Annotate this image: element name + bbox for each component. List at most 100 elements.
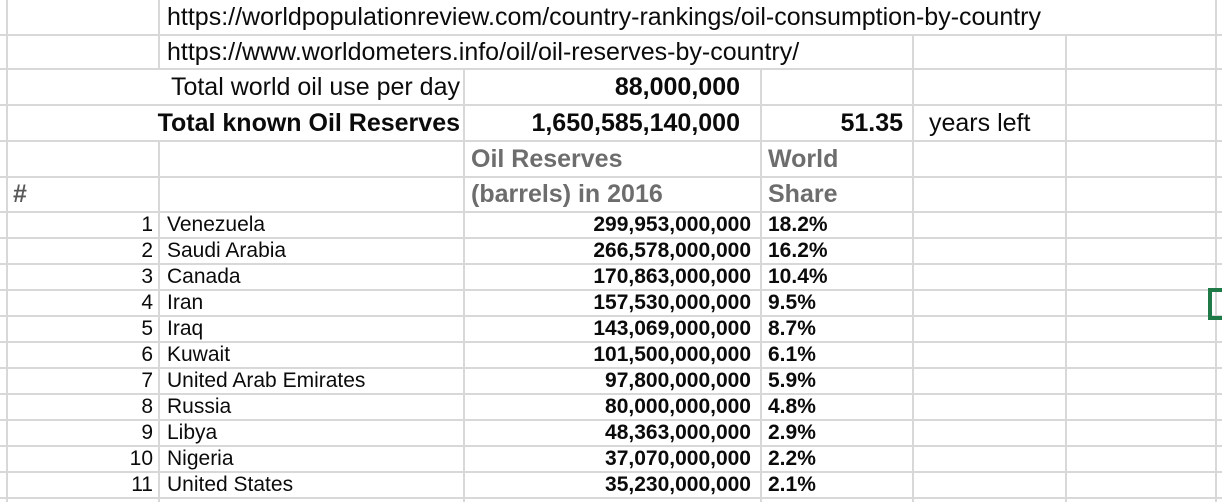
empty-cell[interactable] [914,178,1067,213]
empty-cell[interactable] [1067,265,1217,291]
empty-cell[interactable] [1067,178,1217,213]
cell-rank[interactable]: 6 [8,343,160,369]
empty-cell[interactable] [0,265,8,291]
empty-cell[interactable] [1067,291,1217,317]
cell-rank[interactable]: 4 [8,291,160,317]
cell-years-left-label[interactable]: years left [914,106,1067,142]
empty-cell[interactable] [1067,421,1217,447]
empty-cell[interactable] [0,317,8,343]
cell-country[interactable]: Iran [160,291,465,317]
empty-cell[interactable] [1067,369,1217,395]
cell-share[interactable]: 2.9% [762,421,914,447]
empty-cell[interactable] [914,70,1067,106]
cell-reserves[interactable]: 101,500,000,000 [465,343,762,369]
empty-cell[interactable] [160,499,465,502]
empty-cell[interactable] [914,213,1067,239]
cell-oil-use-label[interactable]: Total world oil use per day [8,70,465,106]
empty-cell[interactable] [0,369,8,395]
empty-cell[interactable] [8,499,160,502]
cell-share[interactable]: 6.1% [762,343,914,369]
empty-cell[interactable] [1067,106,1217,142]
empty-cell[interactable] [0,239,8,265]
cell-share-column-header-line2[interactable]: Share [762,178,914,213]
cell-reserves[interactable]: 97,800,000,000 [465,369,762,395]
empty-cell[interactable] [914,447,1067,473]
empty-cell[interactable] [1067,395,1217,421]
empty-cell[interactable] [1217,343,1222,369]
cell-source-url-2[interactable]: https://www.worldometers.info/oil/oil-re… [160,36,914,70]
cell-share-column-header-line1[interactable]: World [762,142,914,178]
cell-reserves-column-header-line1[interactable]: Oil Reserves [465,142,762,178]
empty-cell[interactable] [1067,213,1217,239]
empty-cell[interactable] [0,499,8,502]
empty-cell[interactable] [1067,36,1217,70]
empty-cell[interactable] [914,36,1067,70]
cell-rank[interactable]: 5 [8,317,160,343]
empty-cell[interactable] [914,265,1067,291]
empty-cell[interactable] [8,142,160,178]
cell-reserves[interactable]: 157,530,000,000 [465,291,762,317]
empty-cell[interactable] [0,0,8,36]
cell-country[interactable]: Venezuela [160,213,465,239]
empty-cell[interactable] [1217,369,1222,395]
empty-cell[interactable] [914,395,1067,421]
empty-cell[interactable] [0,421,8,447]
cell-country[interactable]: Russia [160,395,465,421]
empty-cell[interactable] [1217,317,1222,343]
empty-cell[interactable] [0,178,8,213]
cell-reserves-value[interactable]: 1,650,585,140,000 [465,106,762,142]
empty-cell[interactable] [1217,213,1222,239]
empty-cell[interactable] [1067,499,1217,502]
empty-cell[interactable] [1217,421,1222,447]
empty-cell[interactable] [1217,178,1222,213]
cell-share[interactable]: 5.9% [762,369,914,395]
empty-cell[interactable] [1217,0,1222,36]
cell-years-left-value[interactable]: 51.35 [762,106,914,142]
cell-share[interactable]: 9.5% [762,291,914,317]
empty-cell[interactable] [1217,142,1222,178]
cell-country[interactable]: Kuwait [160,343,465,369]
empty-cell[interactable] [1217,239,1222,265]
cell-rank[interactable]: 3 [8,265,160,291]
empty-cell[interactable] [914,317,1067,343]
empty-cell[interactable] [1067,142,1217,178]
empty-cell[interactable] [1217,447,1222,473]
empty-cell[interactable] [0,291,8,317]
empty-cell[interactable] [160,178,465,213]
empty-cell[interactable] [0,343,8,369]
cell-oil-use-value[interactable]: 88,000,000 [465,70,762,106]
cell-share[interactable]: 18.2% [762,213,914,239]
cell-share[interactable]: 16.2% [762,239,914,265]
empty-cell[interactable] [1217,395,1222,421]
empty-cell[interactable] [914,499,1067,502]
cell-country[interactable]: United States [160,473,465,499]
empty-cell[interactable] [1217,291,1222,317]
empty-cell[interactable] [914,421,1067,447]
cell-reserves[interactable]: 143,069,000,000 [465,317,762,343]
cell-rank[interactable]: 10 [8,447,160,473]
cell-rank[interactable]: 11 [8,473,160,499]
cell-source-url-1[interactable]: https://worldpopulationreview.com/countr… [160,0,1217,36]
cell-rank-column-header[interactable]: # [8,178,160,213]
empty-cell[interactable] [0,213,8,239]
cell-country[interactable]: Libya [160,421,465,447]
cell-reserves[interactable]: 80,000,000,000 [465,395,762,421]
cell-rank[interactable]: 1 [8,213,160,239]
empty-cell[interactable] [160,142,465,178]
empty-cell[interactable] [914,343,1067,369]
empty-cell[interactable] [1067,70,1217,106]
empty-cell[interactable] [0,36,8,70]
empty-cell[interactable] [1217,36,1222,70]
empty-cell[interactable] [1067,239,1217,265]
cell-reserves[interactable]: 48,363,000,000 [465,421,762,447]
cell-rank[interactable]: 9 [8,421,160,447]
empty-cell[interactable] [0,142,8,178]
empty-cell[interactable] [914,239,1067,265]
empty-cell[interactable] [1067,317,1217,343]
cell-country[interactable]: Iraq [160,317,465,343]
empty-cell[interactable] [914,369,1067,395]
cell-share[interactable]: 4.8% [762,395,914,421]
empty-cell[interactable] [465,499,762,502]
empty-cell[interactable] [0,70,8,106]
cell-reserves[interactable]: 299,953,000,000 [465,213,762,239]
